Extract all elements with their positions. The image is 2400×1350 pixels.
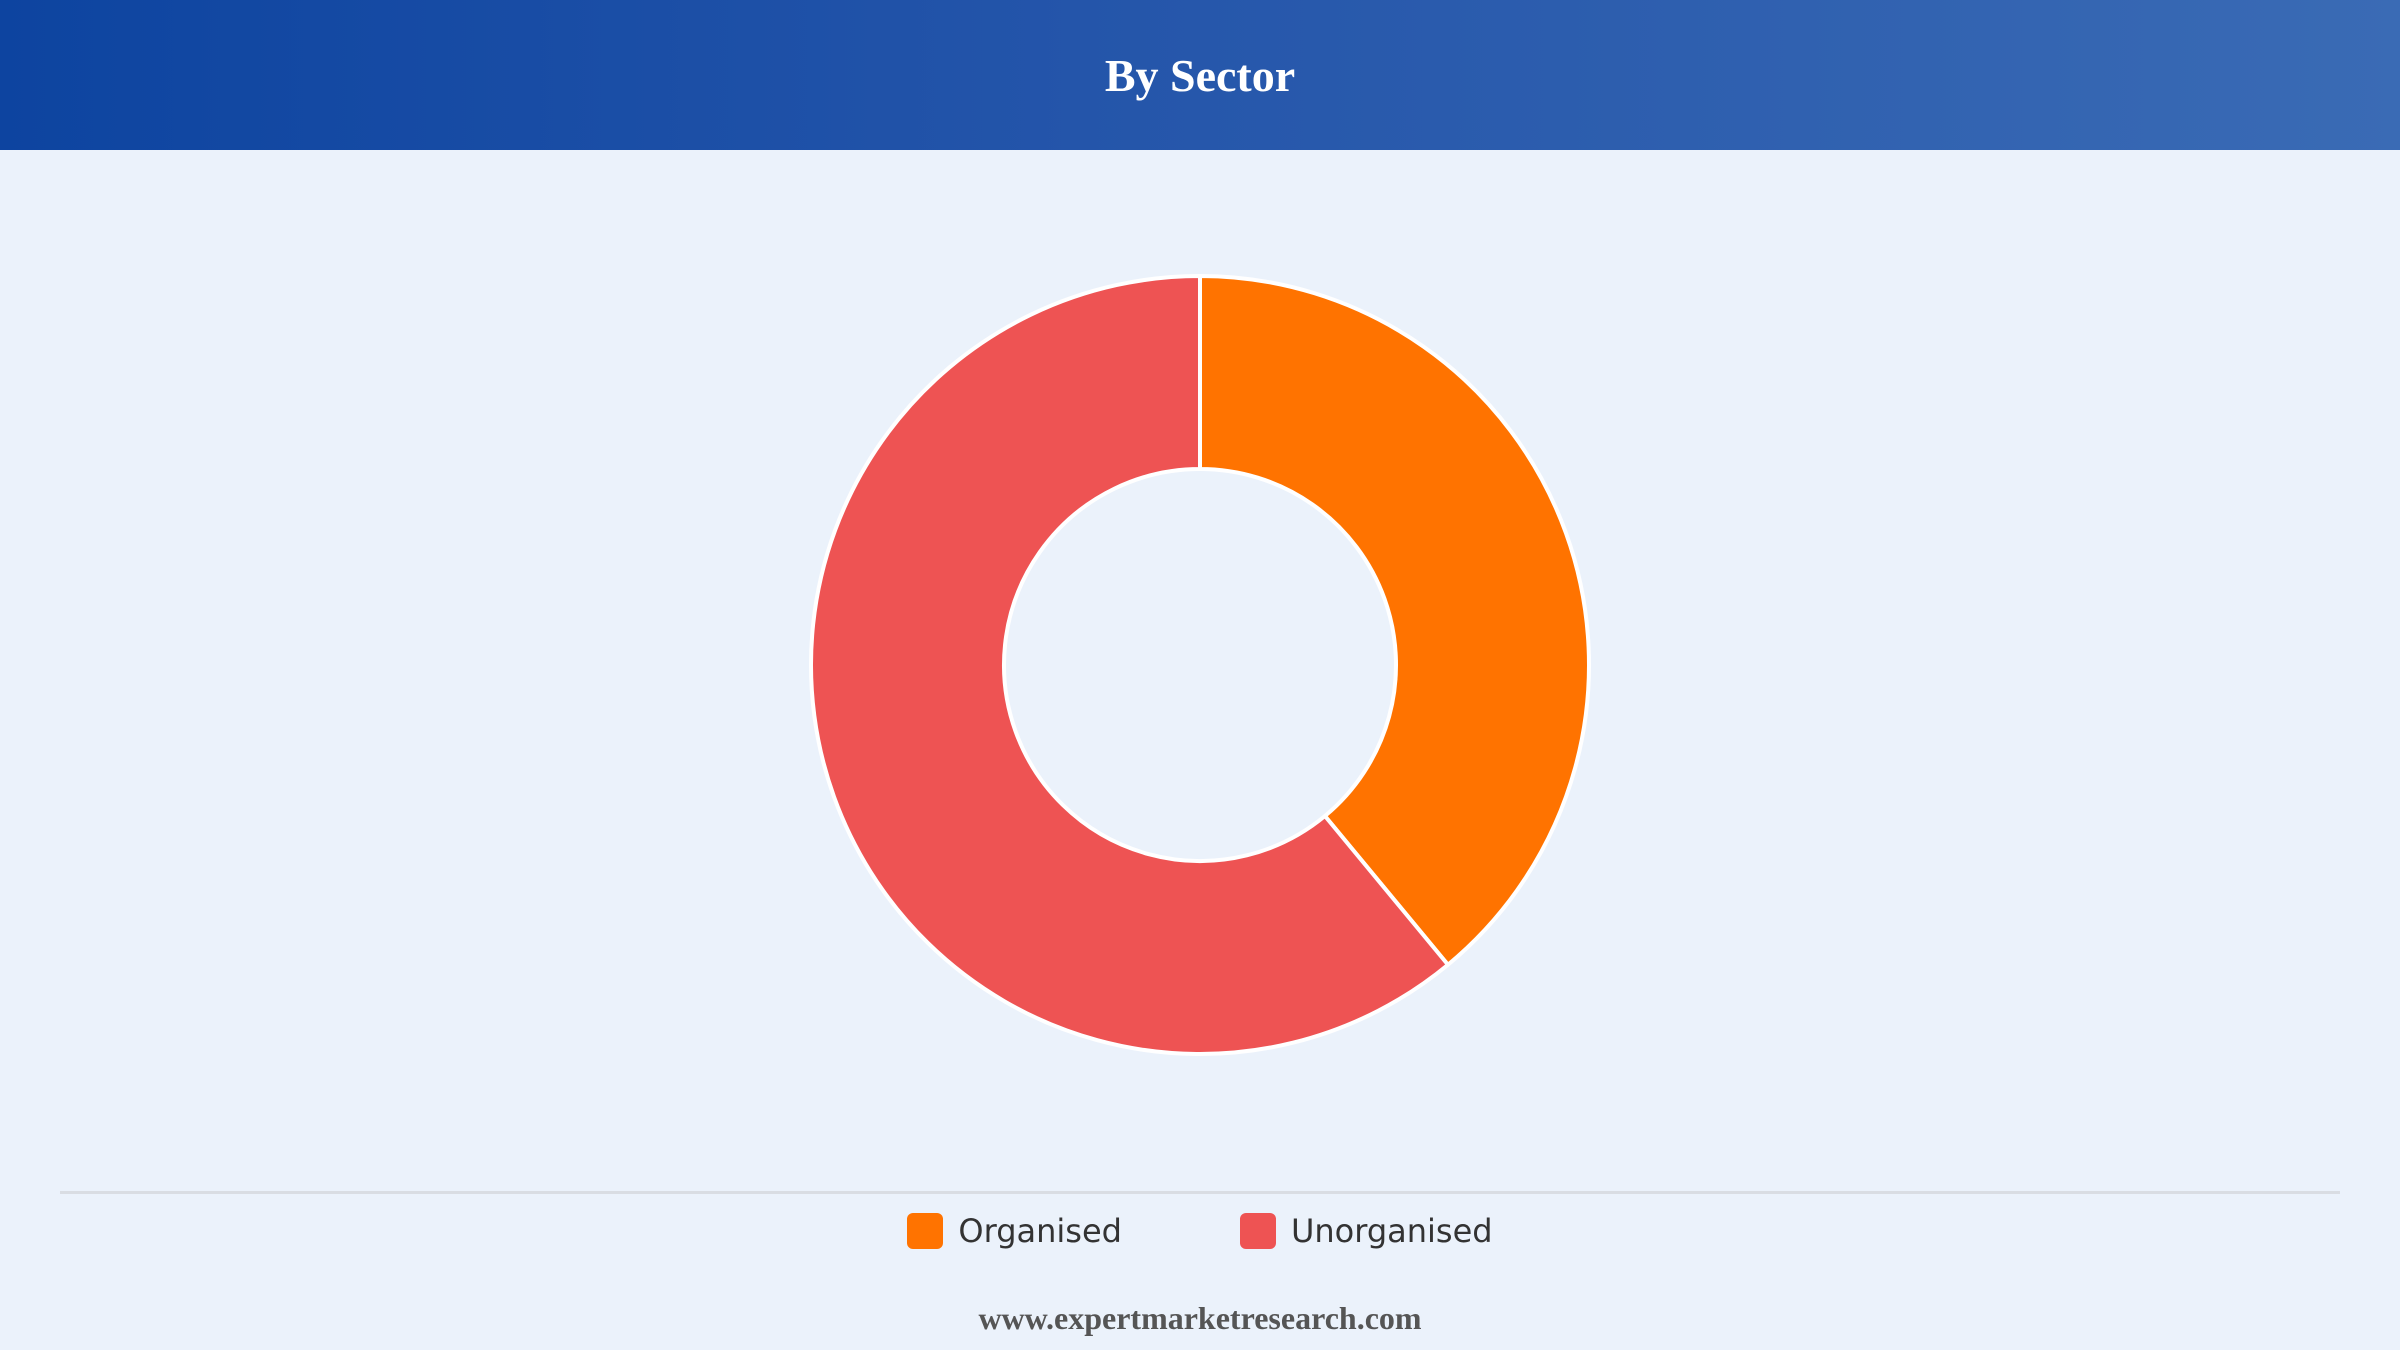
legend-swatch-organised xyxy=(907,1213,944,1249)
donut-slice-organised[interactable] xyxy=(1198,274,1591,967)
legend-label-unorganised: Unorganised xyxy=(1290,1212,1493,1250)
header-bar: By Sector xyxy=(0,0,2400,150)
legend-item-organised[interactable]: Organised xyxy=(907,1212,1122,1250)
donut-chart xyxy=(809,274,1591,1056)
legend-label-organised: Organised xyxy=(958,1212,1122,1250)
legend-swatch-unorganised xyxy=(1239,1213,1276,1249)
page-title: By Sector xyxy=(1104,49,1296,101)
donut-slice-unorganised[interactable] xyxy=(809,274,1450,1056)
chart-legend: Organised Unorganised xyxy=(0,1205,2400,1257)
legend-divider xyxy=(60,1191,2340,1194)
website-footer: www.expertmarketresearch.com xyxy=(978,1300,1422,1336)
legend-item-unorganised[interactable]: Unorganised xyxy=(1239,1212,1493,1250)
